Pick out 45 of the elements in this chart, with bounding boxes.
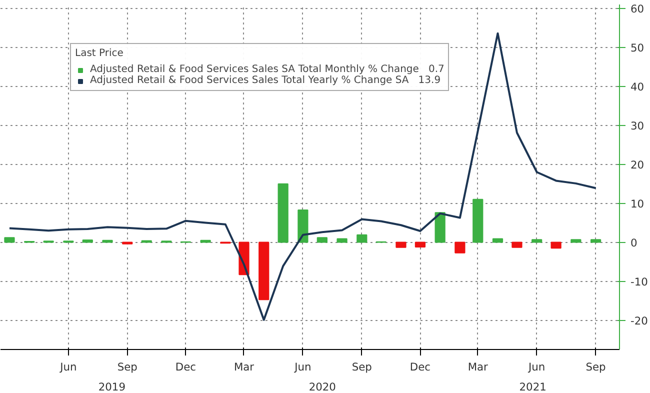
bar [396, 242, 406, 248]
x-tick-label: Dec [175, 360, 196, 374]
text: 2020 [308, 380, 336, 393]
y-tick-label: 60 [630, 2, 644, 16]
y-tick-label: 0 [630, 236, 638, 250]
bar [492, 238, 504, 243]
y-tick-label: 30 [630, 119, 644, 132]
x-tick-label: Jun [59, 360, 77, 374]
bar [336, 238, 348, 243]
x-tick-label: Dec [410, 360, 431, 374]
bar [512, 242, 522, 248]
x-tick-label: Sep [586, 360, 606, 374]
bar [414, 242, 426, 248]
bar [258, 242, 270, 300]
x-tick-label: Jun [294, 360, 312, 374]
bar [298, 209, 308, 243]
bar [454, 242, 466, 254]
bar [590, 239, 602, 243]
line-series [8, 32, 597, 321]
legend-label: Adjusted Retail & Food Services Sales Total Yearly % Change SA 13.9 [90, 75, 441, 86]
y-tick-label: 10 [630, 197, 644, 210]
text: 2021 [519, 380, 546, 393]
x-tick-label: Mar [234, 360, 255, 374]
y-tick-label: -20 [630, 314, 648, 328]
y-tick-label: 50 [630, 41, 644, 54]
bar [472, 198, 484, 243]
bar [82, 239, 93, 243]
x-tick-label: Sep [352, 360, 372, 374]
y-tick-label: 20 [630, 158, 644, 172]
bar [434, 212, 446, 243]
bar [532, 239, 542, 243]
text: 2019 [98, 380, 126, 393]
bar [278, 183, 288, 243]
bar [4, 237, 15, 243]
bar [356, 234, 368, 243]
x-tick-label: Sep [117, 360, 138, 374]
y-tick-label: -10 [630, 275, 648, 288]
bar [570, 239, 582, 243]
y-tick-label: 40 [630, 80, 644, 94]
legend-label: Adjusted Retail & Food Services Sales SA Total Monthly % Change 0.7 [90, 64, 444, 75]
legend-title: Last Price [75, 48, 124, 59]
x-tick-label: Jun [528, 360, 546, 374]
x-tick-label: Mar [468, 360, 489, 374]
bar [316, 237, 328, 243]
bar [550, 242, 562, 249]
